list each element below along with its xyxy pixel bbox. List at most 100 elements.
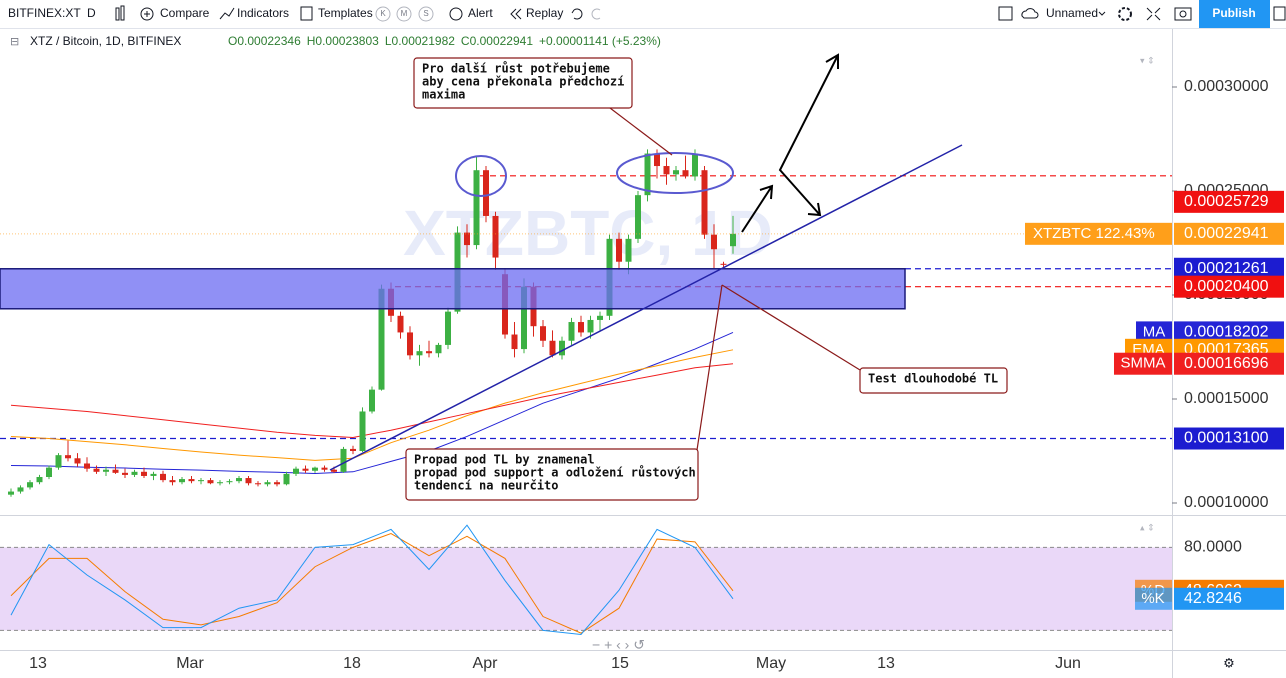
candle-body [426, 351, 432, 354]
highlight-ellipse [455, 155, 507, 197]
candle-body [46, 467, 52, 477]
candle-body [245, 478, 252, 484]
indicators-label: Indicators [237, 6, 289, 20]
settings-button[interactable] [1118, 7, 1132, 21]
toolbar [0, 0, 1286, 28]
quick-s[interactable]: S [418, 6, 434, 22]
indicator-name: SMMA [1121, 355, 1166, 372]
open-label: O [228, 34, 237, 48]
quick-m[interactable]: M [396, 6, 412, 22]
snapshot-button[interactable] [1174, 7, 1192, 21]
candle-body [492, 215, 499, 258]
quick-k-label: K [380, 9, 386, 18]
stoch-band [0, 547, 1172, 631]
level-value: 0.00021261 [1184, 260, 1269, 277]
x-tick-label: 15 [611, 655, 629, 672]
compare-label: Compare [160, 6, 210, 20]
alert-button[interactable]: Alert [449, 6, 493, 21]
time-axis-settings[interactable]: ⚙ [1223, 655, 1235, 670]
low-value: 0.00021982 [392, 34, 456, 48]
candle-body [112, 469, 119, 473]
replay-button[interactable]: Replay [510, 6, 563, 20]
candle-body [302, 468, 309, 471]
candle-body [160, 473, 166, 481]
candle-body [692, 153, 698, 177]
level-badge [1174, 427, 1284, 450]
candle-body [340, 448, 347, 472]
candle-body [568, 322, 575, 341]
series-title[interactable]: XTZ / Bitcoin, 1D, BITFINEX [30, 34, 181, 48]
indicator-name: MA [1143, 323, 1166, 340]
candle-body [264, 482, 271, 485]
quick-m-label: M [401, 9, 408, 18]
candle-body [236, 478, 242, 482]
callout-text: Pro další růst potřebujeme [422, 62, 610, 76]
select-checkbox[interactable] [998, 6, 1013, 21]
publish-button[interactable]: Publish [1199, 0, 1270, 28]
level-badge [1174, 275, 1284, 298]
candle-body [103, 469, 109, 472]
indicators-button[interactable]: Indicators [219, 6, 289, 20]
candle-body [359, 411, 366, 451]
candle-body [293, 468, 299, 474]
templates-label: Templates [318, 6, 373, 20]
pane-buttons[interactable]: ▾ ⇕ [1140, 55, 1155, 65]
interval[interactable]: D [87, 6, 96, 20]
undo-button[interactable] [571, 8, 583, 20]
candle-body [416, 351, 423, 356]
candle-body [255, 483, 261, 485]
high-value: 0.00023803 [315, 34, 379, 48]
candle-body [597, 315, 603, 320]
last-price-value: 0.00022941 [1184, 225, 1269, 242]
scenario-arrow [741, 53, 839, 233]
candle-body [559, 340, 565, 356]
symbol-search[interactable]: BITFINEX:XT [8, 6, 81, 20]
candle-body [511, 334, 518, 350]
low-label: L [385, 34, 392, 48]
quick-k[interactable]: K [375, 6, 391, 22]
candle-body [625, 238, 632, 262]
open-value: 0.00022346 [237, 34, 301, 48]
pane-buttons[interactable]: ▴ ⇕ [1140, 522, 1155, 532]
candle-body [720, 263, 727, 265]
fullscreen-button[interactable] [1146, 7, 1161, 21]
side-panel-toggle[interactable] [1273, 6, 1286, 21]
layout-menu[interactable]: Unnamed [1021, 6, 1106, 20]
candle-body [283, 473, 290, 485]
callout-text: Test dlouhodobé TL [868, 372, 998, 386]
candle-body [179, 479, 185, 483]
collapse-icon[interactable]: ⊟ [10, 36, 19, 48]
alert-label: Alert [468, 6, 493, 20]
publish-label: Publish [1212, 6, 1255, 20]
candle-body [84, 463, 90, 469]
last-price-badge [1174, 222, 1284, 245]
redo-button[interactable] [591, 8, 601, 20]
support-zone [0, 268, 906, 310]
candle-body [122, 472, 128, 475]
compare-button[interactable]: Compare [140, 6, 210, 21]
ohlc-legend: O0.00022346 H0.00023803 L0.00021982 C0.0002… [228, 34, 661, 48]
y-tick-label: 0.00030000 [1184, 78, 1269, 95]
callout-text: tendencí na neurčito [414, 479, 559, 493]
y-tick-label: 0.00015000 [1184, 390, 1269, 407]
candle-body [188, 479, 195, 482]
layout-name: Unnamed [1046, 6, 1098, 20]
zoom-controls[interactable]: − + ‹ › ↺ [592, 637, 645, 653]
callout-box [859, 367, 1008, 394]
templates-button[interactable]: Templates [300, 6, 373, 21]
stoch-value: 42.8246 [1184, 590, 1242, 607]
indicator-name-badge [1114, 352, 1172, 375]
chart-layer: 0.000300000.000250000.000200000.00015000… [0, 53, 1284, 672]
candle-body [17, 487, 24, 492]
candle-body [521, 286, 527, 350]
callout-text: Propad pod TL by znamenal [414, 453, 595, 467]
highlight-ellipse [616, 152, 734, 194]
candle-body [473, 170, 480, 246]
x-tick-label: 18 [343, 655, 361, 672]
candle-body [65, 455, 71, 459]
chart-style-icon[interactable] [115, 5, 125, 21]
candle-body [673, 170, 679, 175]
change: +0.00001141 (+5.23%) [539, 34, 661, 48]
x-tick-label: Mar [176, 655, 204, 672]
